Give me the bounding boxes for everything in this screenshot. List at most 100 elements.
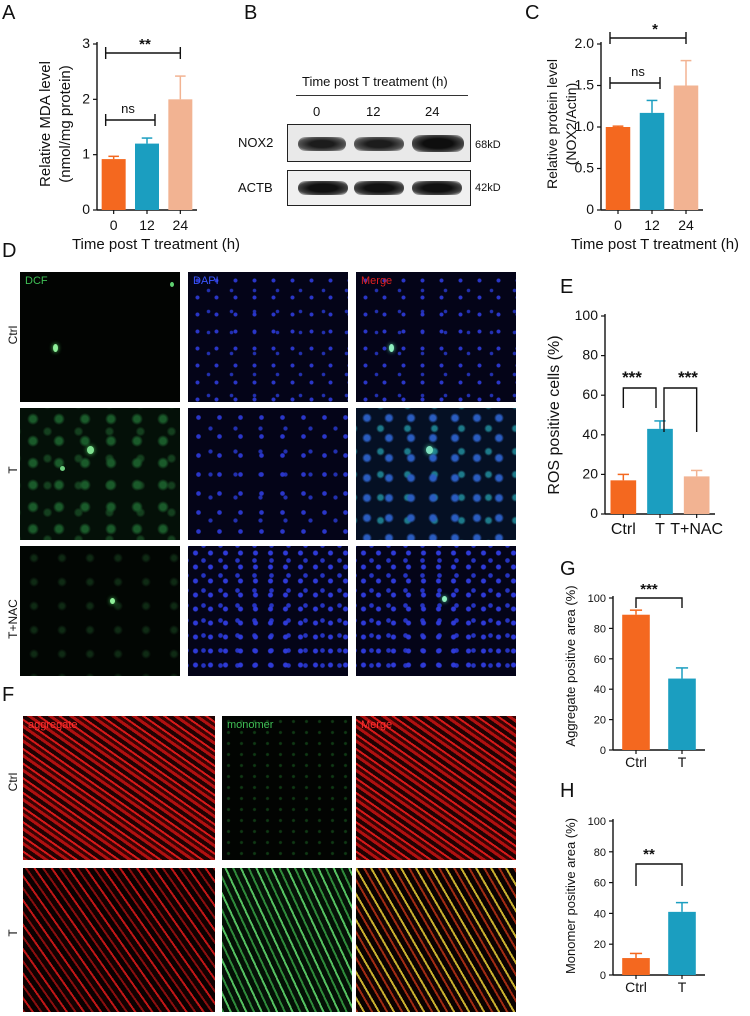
blot-lane-24: 24 (425, 104, 440, 119)
y-tick-label: 80 (594, 623, 606, 635)
chart-c-ylabel-2: (NOX2/Actin) (563, 83, 579, 165)
panel-f-ctrl-merge: Merge (356, 716, 516, 860)
bar-T (668, 911, 696, 975)
blot-actb-band-0 (298, 181, 348, 195)
chart-e: 0 20 40 60 80 100 Ctrl T T+NAC ROS positive cell… (546, 307, 723, 538)
panel-d-col-dapi: DAPI (193, 275, 219, 287)
chart-g-sig: *** (640, 581, 658, 598)
panel-letter-g: G (560, 558, 576, 580)
panel-d-row-tnac: T+NAC (6, 599, 20, 639)
y-tick-label: 80 (594, 847, 606, 859)
x-tick-label: 0 (110, 217, 118, 233)
cell-spot (60, 466, 65, 471)
y-tick-label: 1.5 (575, 77, 595, 93)
panel-f-t-merge (356, 868, 516, 1012)
cell-spot (110, 598, 115, 604)
panel-d-ctrl-merge: Merge (356, 272, 516, 402)
blot-nox2-strip (287, 124, 471, 162)
chart-c-xlabel: Time post T treatment (h) (571, 236, 739, 253)
bar-Ctrl (622, 614, 650, 750)
panel-letter-d: D (2, 240, 17, 262)
blot-row-nox2-label: NOX2 (238, 135, 274, 150)
blot-row-nox2-size: 68kD (475, 139, 501, 151)
bar-Ctrl (610, 480, 637, 514)
x-tick-label: 0 (614, 217, 622, 233)
bar-24 (673, 85, 699, 210)
blot-row-actb-size: 42kD (475, 182, 501, 194)
blot-row-actb-label: ACTB (238, 180, 273, 195)
chart-g-ylabel: Aggregate positive area (%) (563, 585, 578, 746)
blot-nox2-band-12 (354, 137, 404, 151)
chart-a-ylabel-2: (nmol/mg protein) (57, 65, 74, 183)
panel-d-row-t: T (6, 466, 20, 474)
chart-a-sig-ns: ns (121, 101, 135, 116)
x-tick-label: T (655, 521, 665, 538)
chart-c: 0 0.5 1.0 1.5 2.0 0 12 24 Relative protein leve… (544, 21, 739, 253)
chart-c-sig-ns: ns (631, 64, 645, 79)
y-tick-label: 40 (594, 684, 606, 696)
x-tick-label: T (678, 979, 687, 995)
panel-f-col-monomer: monomer (227, 719, 274, 731)
chart-g: 0 20 40 60 80 100 Ctrl T Aggregate positive are… (563, 581, 705, 770)
bar-Ctrl (622, 958, 650, 975)
blot-header-line (296, 95, 468, 96)
x-tick-label: 12 (139, 217, 155, 233)
panel-f-ctrl-aggregate: aggregate (23, 716, 215, 860)
x-tick-label: T+NAC (670, 521, 723, 538)
chart-c-ylabel-1: Relative protein level (544, 59, 560, 189)
panel-d-ctrl-dapi: DAPI (188, 272, 348, 402)
bar-0 (605, 127, 631, 210)
bar-24 (168, 99, 193, 210)
chart-a-xlabel: Time post T treatment (h) (72, 236, 240, 253)
y-tick-label: 3 (82, 35, 90, 51)
y-tick-label: 60 (594, 878, 606, 890)
x-tick-label: T (678, 754, 687, 770)
blot-actb-band-24 (412, 181, 462, 195)
panel-letter-c: C (525, 2, 540, 24)
y-tick-label: 0 (600, 745, 606, 757)
bar-T (668, 678, 696, 750)
panel-d-row-ctrl: Ctrl (6, 325, 20, 345)
blot-lane-12: 12 (366, 104, 381, 119)
significance-bracket (622, 387, 657, 408)
cell-spot (53, 344, 58, 352)
y-tick-label: 20 (594, 939, 606, 951)
panel-f-col-aggregate: aggregate (28, 719, 78, 731)
panel-d-tnac-merge (356, 546, 516, 676)
y-tick-label: 0 (586, 201, 594, 217)
panel-f-t-aggregate (23, 868, 215, 1012)
y-tick-label: 100 (588, 816, 606, 828)
panel-letter-f: F (2, 684, 15, 706)
significance-bracket (635, 597, 683, 608)
cell-spot (170, 282, 174, 287)
blot-lane-0: 0 (313, 104, 321, 119)
blot-actb-strip (287, 170, 471, 206)
y-tick-label: 100 (588, 593, 606, 605)
y-tick-label: 0 (82, 201, 90, 217)
panel-f-ctrl-monomer: monomer (222, 716, 352, 860)
y-tick-label: 2.0 (575, 35, 595, 51)
significance-bracket (663, 387, 698, 432)
x-tick-label: 12 (644, 217, 660, 233)
cell-spot (426, 446, 433, 454)
panel-letter-b: B (244, 2, 258, 24)
chart-h-ylabel: Monomer positive area (%) (563, 818, 578, 974)
cell-spot (87, 446, 94, 454)
blot-nox2-band-24 (412, 135, 464, 152)
bar-0 (101, 159, 126, 210)
y-tick-label: 20 (582, 465, 598, 481)
panel-d-t-dcf (20, 408, 180, 540)
y-tick-label: 2 (82, 90, 90, 106)
bar-12 (135, 143, 159, 210)
chart-a-sig-top: ** (139, 36, 151, 53)
chart-e-sig-2: *** (678, 368, 698, 387)
panel-d-t-merge (356, 408, 516, 540)
panel-f-t-monomer (222, 868, 352, 1012)
y-tick-label: 40 (594, 908, 606, 920)
panel-d-t-dapi (188, 408, 348, 540)
chart-e-sig-1: *** (622, 368, 642, 387)
panel-d-tnac-dapi (188, 546, 348, 676)
chart-a-ylabel-1: Relative MDA level (37, 61, 54, 187)
y-tick-label: 80 (582, 347, 598, 363)
